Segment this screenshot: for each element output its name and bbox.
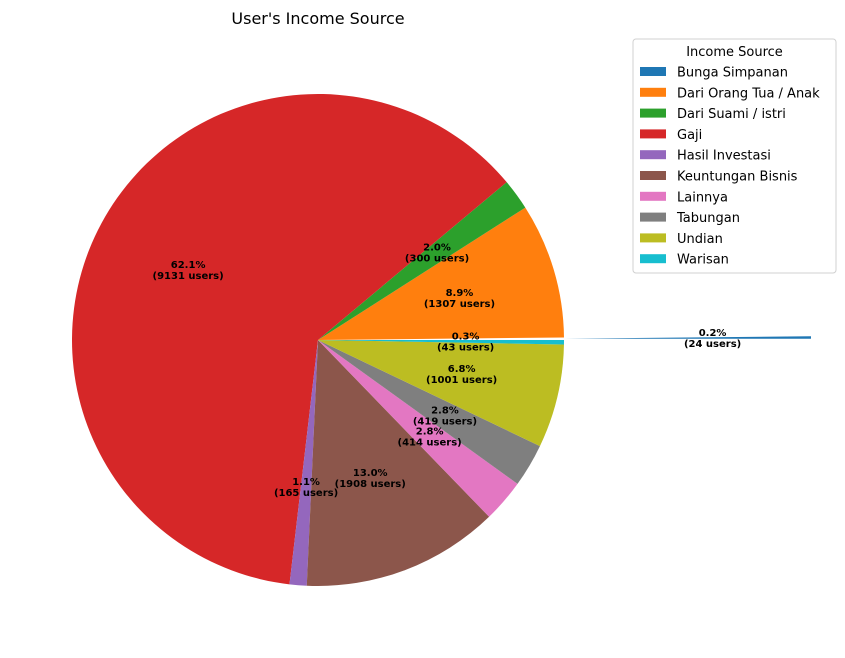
pie-slice-hasil-investasi (289, 340, 318, 586)
slice-data-label: 13.0% (1908 users) (335, 468, 406, 490)
legend-entry-label: Dari Suami / istri (677, 107, 786, 122)
legend-swatch (640, 150, 666, 160)
legend-swatch (640, 87, 666, 97)
legend-title: Income Source (686, 45, 783, 60)
pie-slice-bunga-simpanan (564, 336, 811, 339)
pie-slice-gaji (71, 94, 507, 585)
slice-data-label: 2.8% (414 users) (398, 427, 462, 449)
legend-entry-label: Tabungan (676, 211, 740, 226)
pie-slice-dari-orang-tua-anak (318, 207, 564, 340)
slice-data-label: 2.0% (300 users) (405, 243, 469, 265)
pie-slice-keuntungan-bisnis (306, 340, 490, 586)
legend-swatch (640, 212, 666, 222)
pie-slice-tabungan (318, 340, 540, 484)
legend-swatch (640, 233, 666, 243)
slice-data-label: 0.2% (24 users) (684, 328, 741, 350)
legend-entry-label: Undian (677, 232, 723, 247)
legend-swatch (640, 67, 666, 76)
slice-data-label: 1.1% (165 users) (274, 477, 338, 499)
pie-slice-lainnya (318, 340, 518, 517)
slice-data-label: 8.9% (1307 users) (424, 288, 495, 310)
legend-entry-label: Hasil Investasi (677, 149, 771, 164)
legend-entry-label: Warisan (677, 253, 729, 268)
pie-slices (71, 94, 811, 586)
legend-frame (632, 38, 837, 274)
pie-slice-warisan (318, 340, 564, 345)
legend-entry-label: Gaji (677, 128, 702, 143)
legend-swatch (640, 129, 666, 139)
legend-entry-label: Dari Orang Tua / Anak (677, 86, 820, 101)
pie-slice-undian (318, 340, 564, 447)
legend: Income Source Bunga Simpanan Dari Orang T… (632, 38, 837, 274)
legend-entry-label: Bunga Simpanan (677, 66, 788, 81)
slice-data-label: 62.1% (9131 users) (153, 260, 224, 282)
slice-data-label: 0.3% (43 users) (437, 331, 494, 353)
legend-swatch (640, 108, 666, 118)
legend-swatch (640, 171, 666, 180)
legend-swatch (640, 191, 666, 201)
legend-entry-label: Keuntungan Bisnis (677, 170, 798, 185)
slice-data-label: 6.8% (1001 users) (426, 364, 497, 386)
slice-data-label: 2.8% (419 users) (413, 405, 477, 427)
chart-title: User's Income Source (231, 9, 404, 28)
legend-swatch (640, 254, 666, 264)
pie-slice-dari-suami-istri (318, 182, 526, 340)
legend-entry-label: Lainnya (677, 190, 728, 205)
pie-labels: 0.2% (24 users) 8.9% (1307 users) 2.0% (300 u… (153, 243, 742, 499)
